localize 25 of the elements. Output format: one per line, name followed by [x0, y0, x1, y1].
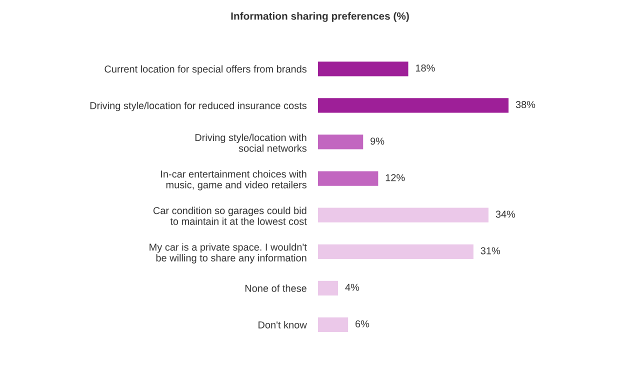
data-label: 4%	[345, 284, 360, 291]
y-tick-label: Current location for special offers from brands	[104, 65, 307, 75]
data-label: 31%	[480, 247, 500, 254]
bar	[318, 317, 348, 332]
bar	[318, 208, 488, 222]
data-label: 38%	[516, 101, 536, 108]
y-tick-label: In-car entertainment choices with music, game and video retailers	[161, 170, 307, 190]
y-tick-label: Car condition so garages could bid to maintain it at the lowest cost	[153, 206, 307, 225]
bar	[318, 62, 408, 76]
y-tick-label: Don't know	[258, 321, 307, 328]
data-label: 18%	[416, 64, 435, 72]
chart-title: Information sharing preferences (%)	[231, 12, 409, 22]
y-tick-label: None of these	[245, 284, 306, 292]
bar	[318, 244, 474, 259]
data-label: 34%	[496, 210, 516, 218]
bar	[318, 134, 364, 150]
y-tick-label: My car is a private space. I wouldn't be willing to share any information	[150, 243, 307, 264]
bar	[318, 98, 509, 113]
bar	[318, 280, 338, 296]
data-label: 9%	[370, 138, 384, 145]
y-tick-label: Driving style/location for reduced insurance costs	[90, 102, 307, 112]
data-label: 6%	[356, 320, 370, 328]
data-label: 12%	[386, 174, 405, 182]
y-tick-label: Driving style/location with social networks	[195, 134, 307, 152]
bar	[318, 171, 378, 186]
